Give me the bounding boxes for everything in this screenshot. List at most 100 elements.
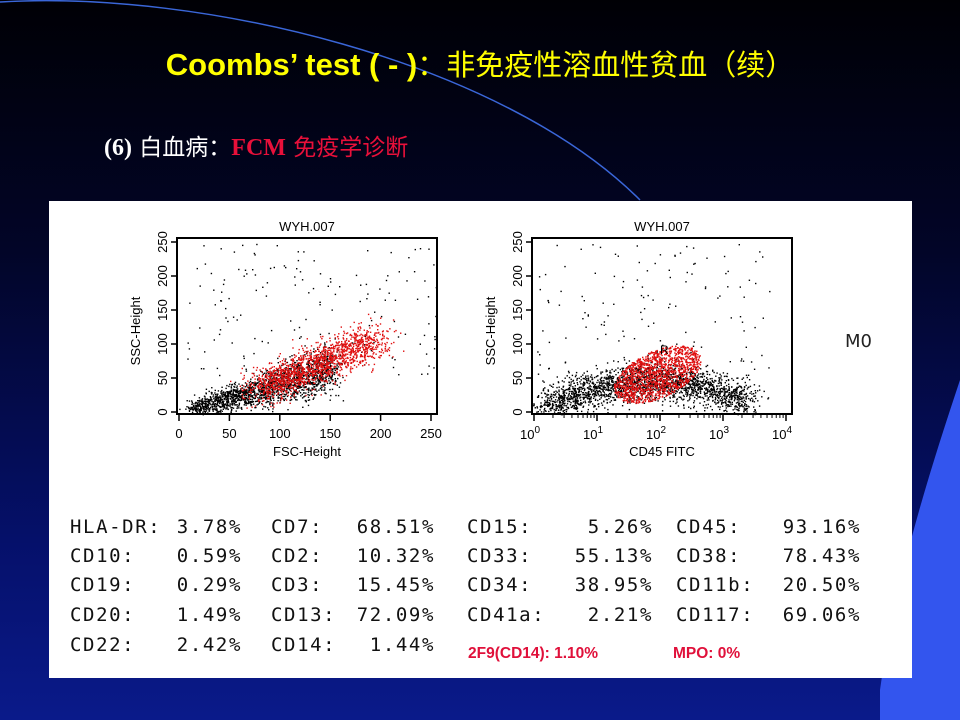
event-dot	[609, 374, 611, 377]
event-dot	[234, 401, 237, 403]
event-dot	[293, 363, 295, 365]
event-dot	[271, 394, 273, 396]
event-dot	[298, 375, 300, 377]
event-dot	[263, 384, 265, 386]
event-dot	[334, 380, 337, 383]
event-dot	[296, 379, 298, 382]
event-dot	[558, 390, 560, 393]
event-dot	[406, 280, 408, 282]
event-dot	[282, 395, 284, 398]
event-dot	[262, 386, 264, 389]
event-dot	[223, 279, 226, 281]
event-dot	[434, 336, 436, 338]
event-dot	[330, 378, 332, 380]
event-dot	[362, 338, 364, 341]
event-dot	[598, 387, 601, 390]
event-dot	[266, 369, 269, 372]
event-dot	[283, 265, 286, 267]
event-dot	[347, 362, 349, 364]
event-dot	[317, 366, 319, 368]
event-dot	[283, 372, 286, 375]
event-dot	[290, 368, 292, 370]
event-dot	[264, 376, 266, 378]
event-dot	[329, 355, 331, 357]
event-dot	[733, 400, 736, 402]
event-dot	[364, 354, 366, 357]
event-dot	[290, 380, 293, 382]
event-dot	[589, 402, 591, 404]
event-dot	[323, 355, 325, 357]
event-dot	[696, 376, 698, 378]
event-dot	[610, 400, 613, 402]
event-dot	[214, 389, 216, 392]
event-dot	[326, 352, 328, 354]
event-dot	[315, 373, 317, 375]
event-dot	[269, 267, 272, 270]
event-dot	[306, 338, 308, 340]
event-dot	[299, 379, 301, 381]
event-dot	[290, 358, 292, 361]
event-dot	[724, 395, 726, 398]
event-dot	[546, 394, 548, 397]
event-dot	[371, 371, 373, 373]
event-dot	[663, 397, 666, 399]
event-dot	[245, 388, 247, 391]
event-dot	[334, 356, 337, 358]
event-dot	[341, 351, 344, 353]
event-dot	[675, 376, 677, 378]
event-dot	[297, 378, 299, 381]
event-dot	[749, 392, 751, 394]
event-dot	[367, 336, 369, 338]
event-dot	[621, 393, 623, 396]
event-dot	[265, 386, 267, 388]
event-dot	[280, 382, 282, 384]
event-dot	[728, 399, 730, 401]
event-dot	[354, 353, 356, 356]
event-dot	[271, 382, 273, 385]
event-dot	[230, 395, 233, 397]
event-dot	[311, 387, 313, 389]
event-dot	[374, 332, 376, 334]
event-dot	[694, 381, 697, 383]
event-dot	[223, 406, 226, 408]
event-dot	[193, 407, 195, 410]
event-dot	[333, 355, 335, 357]
event-dot	[241, 397, 243, 399]
event-dot	[312, 376, 314, 378]
event-dot	[264, 394, 267, 396]
event-dot	[254, 387, 257, 389]
event-dot	[227, 391, 229, 393]
event-dot	[321, 374, 324, 377]
event-dot	[234, 404, 236, 406]
event-dot	[304, 374, 307, 376]
event-dot	[249, 385, 252, 388]
event-dot	[734, 396, 736, 398]
event-dot	[320, 370, 323, 372]
event-dot	[351, 347, 354, 349]
event-dot	[312, 365, 315, 367]
event-dot	[368, 339, 370, 341]
event-dot	[272, 374, 274, 376]
event-dot	[601, 371, 604, 373]
event-dot	[284, 382, 286, 384]
event-dot	[333, 366, 335, 369]
event-dot	[299, 383, 301, 385]
event-dot	[702, 380, 705, 382]
event-dot	[355, 334, 358, 336]
event-dot	[245, 392, 247, 395]
event-dot	[278, 383, 280, 385]
event-dot	[324, 371, 326, 373]
event-dot	[290, 382, 293, 385]
event-dot	[587, 377, 590, 380]
event-dot	[295, 389, 297, 391]
event-dot	[353, 338, 356, 340]
event-dot	[428, 365, 430, 367]
event-dot	[205, 408, 208, 410]
event-dot	[196, 404, 199, 406]
event-dot	[362, 348, 365, 350]
event-dot	[256, 385, 258, 388]
event-dot	[291, 372, 293, 374]
event-dot	[284, 390, 286, 392]
event-dot	[268, 398, 270, 400]
event-dot	[263, 386, 266, 389]
